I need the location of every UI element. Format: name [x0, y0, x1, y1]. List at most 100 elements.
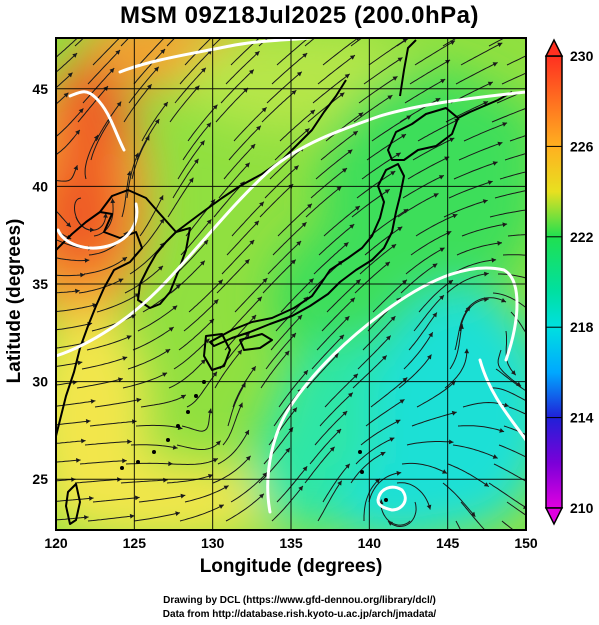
streamline — [460, 42, 503, 66]
streamline — [407, 156, 450, 180]
streamline-arrow — [347, 149, 353, 155]
streamline — [417, 118, 460, 142]
colorbar-tick-label: 226 — [570, 138, 594, 154]
streamline — [370, 377, 408, 408]
streamline — [360, 419, 401, 446]
streamline — [508, 406, 526, 415]
streamline-arrow — [76, 458, 81, 463]
streamline — [220, 69, 255, 104]
streamline — [362, 315, 396, 351]
streamline — [56, 229, 72, 240]
streamline — [83, 256, 128, 275]
y-tick-label: 30 — [32, 374, 48, 390]
contour-hot-core — [56, 202, 139, 250]
streamline-arrow — [392, 76, 398, 81]
streamline — [121, 170, 131, 218]
streamline-arrow — [256, 125, 261, 131]
contour-226 — [56, 90, 526, 358]
streamline-arrow — [308, 278, 314, 284]
x-axis-label: Longitude (degrees) — [199, 556, 383, 577]
streamline-arrow — [241, 382, 246, 388]
streamline — [312, 73, 351, 104]
streamline — [179, 49, 213, 85]
streamline-arrow — [180, 493, 186, 499]
coastline-taiwan — [65, 483, 81, 525]
coastline-kyushu — [203, 333, 231, 371]
streamline-arrow — [180, 394, 186, 400]
streamline — [409, 59, 451, 85]
streamline — [56, 165, 78, 182]
streamline-arrow — [375, 478, 380, 484]
streamline — [130, 444, 178, 449]
streamline — [454, 306, 471, 351]
streamline-arrow — [544, 45, 549, 49]
streamline-arrow — [90, 399, 96, 404]
streamline-arrow — [401, 134, 406, 139]
streamline-arrow — [84, 258, 90, 263]
streamline-arrow — [459, 324, 464, 330]
streamline-arrow — [497, 42, 503, 48]
contour-north — [118, 38, 312, 74]
streamline — [442, 482, 476, 518]
streamline — [403, 331, 434, 370]
streamline — [354, 261, 391, 294]
streamline — [488, 38, 506, 47]
streamline-arrow — [296, 241, 302, 246]
streamline-arrow — [223, 485, 229, 490]
streamline-arrow — [160, 49, 166, 54]
streamline — [499, 171, 526, 180]
streamline-arrow — [75, 288, 80, 294]
streamline — [84, 134, 99, 180]
streamline-arrow — [386, 335, 391, 341]
streamline — [325, 112, 364, 142]
streamline — [357, 335, 392, 370]
streamline-arrow — [487, 81, 493, 87]
streamline — [408, 312, 438, 351]
streamline-arrow — [349, 55, 355, 60]
streamline — [443, 199, 488, 218]
streamline — [123, 83, 152, 123]
streamline-arrow — [127, 439, 132, 445]
streamline — [228, 125, 262, 161]
streamline-arrow — [285, 447, 290, 453]
streamline-arrow — [452, 213, 458, 219]
streamline — [166, 38, 176, 47]
streamline-arrow — [78, 108, 84, 114]
streamline — [404, 78, 446, 104]
streamline-arrow — [215, 440, 221, 446]
streamline-arrow — [501, 298, 506, 303]
streamline-arrow — [175, 511, 180, 516]
streamline — [304, 38, 316, 47]
streamline — [87, 49, 121, 85]
colorbar-ticks: 230 226 222 218 214 210 — [546, 48, 594, 516]
streamline — [56, 72, 73, 89]
streamline-arrow — [396, 470, 402, 476]
streamline-arrow — [122, 356, 128, 361]
streamline — [495, 368, 526, 392]
streamline-arrow — [384, 189, 390, 194]
streamline-arrow — [464, 348, 470, 354]
streamline-arrow — [135, 495, 140, 501]
streamline — [264, 165, 299, 199]
streamline — [449, 324, 463, 370]
streamline — [492, 292, 526, 309]
streamline — [56, 92, 69, 105]
contour-cold-ring — [376, 485, 407, 512]
streamline-arrow — [245, 455, 251, 461]
streamline-arrow — [355, 206, 360, 211]
streamline-arrow — [109, 68, 115, 73]
streamline — [314, 410, 348, 446]
streamline-arrow — [487, 180, 493, 185]
temperature-contours — [56, 38, 526, 514]
streamline — [366, 133, 407, 161]
streamline — [141, 101, 169, 142]
streamline — [498, 444, 526, 458]
streamline — [56, 322, 93, 331]
streamline — [279, 109, 316, 142]
streamline — [56, 274, 85, 277]
streamline-arrow — [358, 112, 364, 118]
streamline-arrow — [385, 261, 390, 267]
streamline-arrow — [212, 371, 217, 377]
y-axis-ticks: 25 30 35 40 45 — [32, 81, 48, 487]
